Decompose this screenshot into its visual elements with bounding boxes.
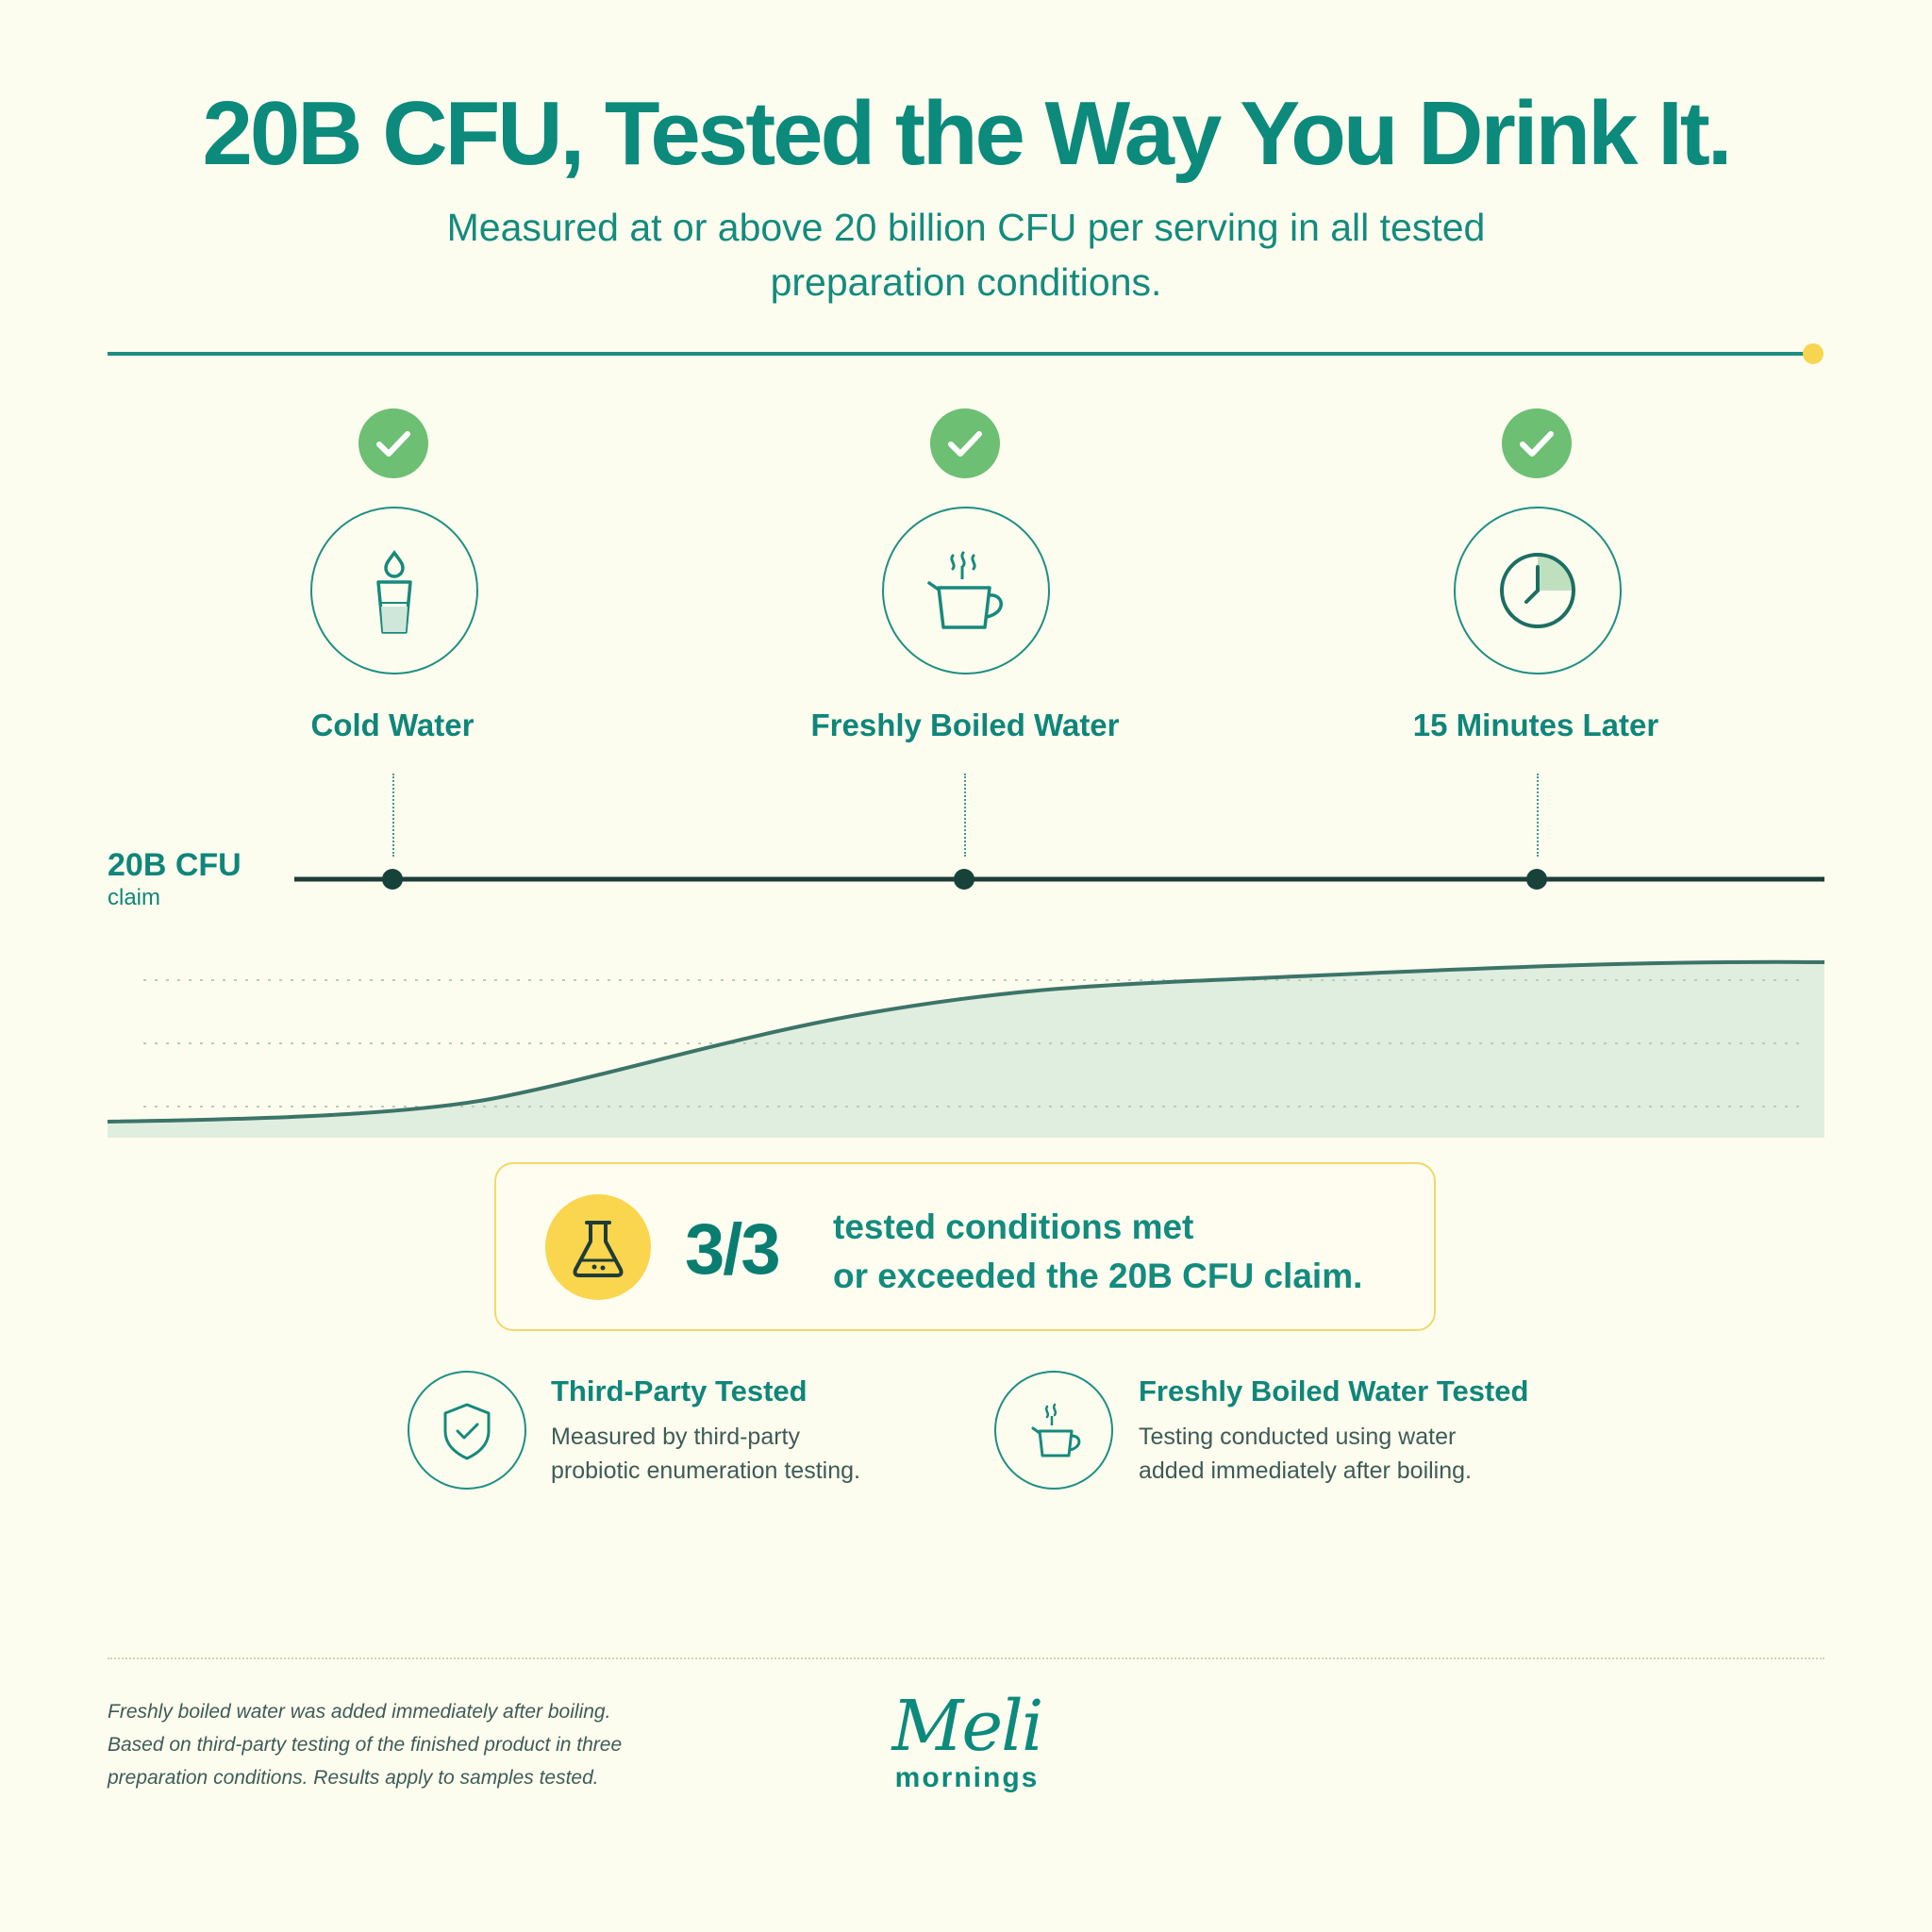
feature-desc-line: Measured by third-party (551, 1424, 801, 1450)
subtitle-line-1: Measured at or above 20 billion CFU per … (446, 206, 1486, 249)
cfu-trend-graphic (107, 869, 1825, 1138)
steaming-cup-icon (927, 551, 1003, 629)
page-title: 20B CFU, Tested the Way You Drink It. (202, 83, 1732, 184)
footnote-line: preparation conditions. Results apply to… (108, 1767, 599, 1789)
footnote-line: Based on third-party testing of the fini… (108, 1734, 623, 1756)
condition-icon-boiled-water (882, 507, 1050, 675)
summary-ratio: 3/3 (685, 1209, 781, 1290)
feature-title-boiled-water: Freshly Boiled Water Tested (1139, 1374, 1529, 1407)
feature-desc-line: Testing conducted using water (1139, 1424, 1457, 1450)
claim-value-label: 20B CFU (108, 847, 242, 883)
footnote-line: Freshly boiled water was added immediate… (108, 1701, 611, 1723)
summary-text-line-2: or exceeded the 20B CFU claim. (833, 1257, 1363, 1295)
divider-end-dot (1803, 343, 1824, 364)
claim-unit-label: claim (108, 885, 161, 910)
check-icon (1502, 408, 1572, 478)
flask-badge (545, 1194, 651, 1300)
condition-icon-cold-water (310, 507, 478, 675)
trend-line (107, 959, 1825, 1124)
summary-card (494, 1162, 1436, 1331)
summary-text-line-1: tested conditions met (833, 1208, 1194, 1246)
condition-connector (1537, 774, 1539, 857)
feature-title-third-party: Third-Party Tested (551, 1374, 808, 1407)
footnote: Freshly boiled water was added immediate… (108, 1695, 749, 1794)
claim-point-cold-water (382, 869, 403, 890)
condition-connector (964, 774, 966, 857)
steaming-cup-icon (1031, 1403, 1081, 1457)
feature-icon-third-party (408, 1371, 526, 1490)
feature-desc-line: probiotic enumeration testing. (551, 1457, 860, 1484)
feature-icon-boiled-water (994, 1371, 1113, 1490)
condition-label-cold-water: Cold Water (310, 708, 475, 742)
flask-icon (573, 1221, 624, 1277)
shield-check-icon (443, 1403, 491, 1460)
feature-desc-third-party: Measured by third-party probiotic enumer… (551, 1420, 966, 1488)
footer-divider (108, 1657, 1824, 1659)
glass-water-icon (376, 549, 412, 634)
condition-label-boiled-water: Freshly Boiled Water (810, 708, 1120, 742)
condition-label-15-minutes: 15 Minutes Later (1412, 708, 1659, 742)
subtitle-line-2: preparation conditions. (770, 260, 1162, 304)
trend-area (108, 961, 1824, 1138)
feature-desc-boiled-water: Testing conducted using water added imme… (1139, 1420, 1554, 1488)
feature-desc-line: added immediately after boiling. (1139, 1457, 1472, 1484)
header-divider (108, 352, 1813, 356)
page-subtitle: Measured at or above 20 billion CFU per … (353, 200, 1579, 309)
check-icon (930, 408, 1000, 478)
condition-icon-15-minutes (1454, 507, 1622, 675)
claim-point-15-minutes (1526, 869, 1547, 890)
clock-icon (1500, 553, 1575, 628)
claim-point-boiled-water (954, 869, 974, 890)
check-icon (358, 408, 428, 478)
brand-logo-subtext: mornings (894, 1762, 1040, 1793)
condition-connector (392, 774, 394, 857)
brand-logo-script: Meli (891, 1686, 1044, 1767)
summary-text: tested conditions met or exceeded the 20… (833, 1203, 1418, 1301)
